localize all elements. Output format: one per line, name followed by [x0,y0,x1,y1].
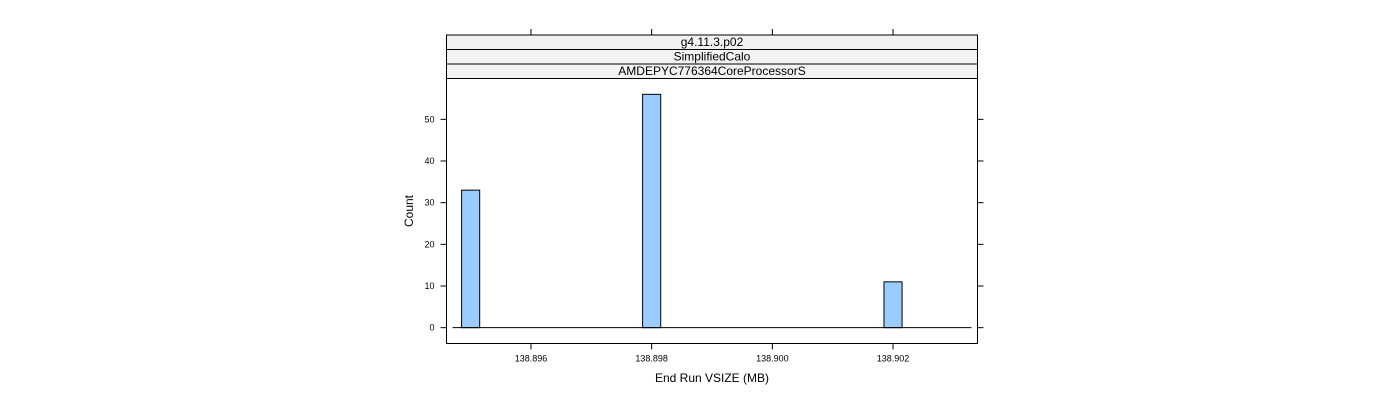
x-tick-label-3: 138.900 [756,354,789,364]
histogram-bar-3 [883,281,903,329]
strip-label-2: SimplifiedCalo [674,50,751,64]
y-axis-label: Count [402,194,416,227]
y-tick-label-6: 50 [424,114,434,124]
y-tick-label-5: 40 [424,156,434,166]
x-tick-label-1: 138.896 [515,354,548,364]
strip-label-3: AMDEPYC776364CoreProcessorS [618,64,805,78]
histogram-bar-2 [642,93,662,329]
panel-frame [446,78,978,344]
x-axis-label: End Run VSIZE (MB) [655,371,769,385]
x-tick-label-4: 138.902 [877,354,910,364]
y-tick-label-1: 0 [429,323,434,333]
y-tick-label-3: 20 [424,239,434,249]
y-tick-label-4: 30 [424,198,434,208]
strip-headers: g4.11.3.p02SimplifiedCaloAMDEPYC776364Co… [446,34,978,79]
histogram-bar-1 [461,189,481,329]
x-tick-label-2: 138.898 [635,354,668,364]
axes: 138.896 138.898 138.900 138.902 0 10 20 30 40 50 [424,29,984,364]
y-tick-label-2: 10 [424,281,434,291]
histogram-bars [452,93,972,329]
strip-label-1: g4.11.3.p02 [681,35,744,49]
